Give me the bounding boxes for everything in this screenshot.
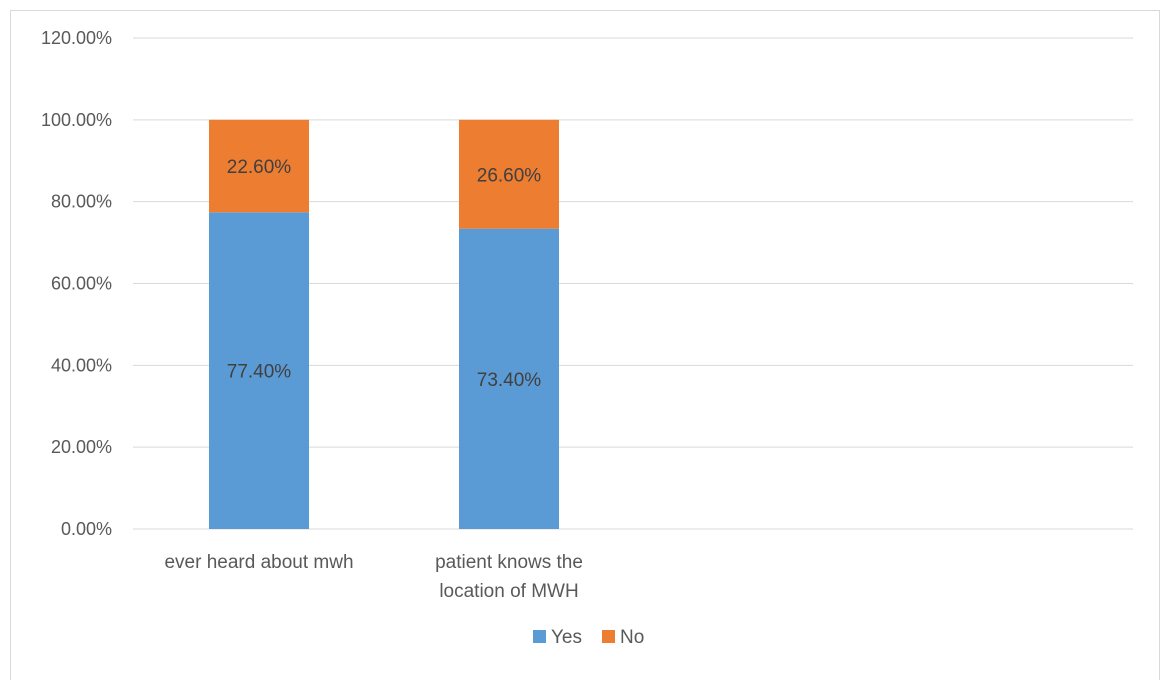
bar-yes bbox=[459, 228, 559, 529]
chart-frame bbox=[10, 10, 1160, 680]
legend-label-no: No bbox=[620, 627, 644, 648]
x-category-label: patient knows the bbox=[435, 552, 583, 573]
data-label: 26.60% bbox=[477, 165, 542, 186]
legend-swatch-no bbox=[602, 630, 615, 643]
x-category-label: location of MWH bbox=[439, 581, 578, 602]
data-label: 22.60% bbox=[227, 157, 292, 178]
y-tick-label: 120.00% bbox=[41, 28, 112, 48]
y-tick-label: 60.00% bbox=[51, 274, 112, 294]
bar-yes bbox=[209, 212, 309, 529]
bar-no bbox=[209, 119, 309, 213]
x-category-label: ever heard about mwh bbox=[164, 552, 353, 573]
y-tick-label: 20.00% bbox=[51, 437, 112, 457]
y-tick-label: 0.00% bbox=[61, 519, 112, 539]
y-tick-label: 100.00% bbox=[41, 110, 112, 130]
legend-swatch-yes bbox=[533, 630, 546, 643]
y-tick-label: 40.00% bbox=[51, 355, 112, 375]
y-tick-label: 80.00% bbox=[51, 192, 112, 212]
data-label: 73.40% bbox=[477, 370, 542, 391]
bar-no bbox=[459, 119, 559, 229]
legend-label-yes: Yes bbox=[551, 627, 582, 648]
data-label: 77.40% bbox=[227, 362, 292, 383]
